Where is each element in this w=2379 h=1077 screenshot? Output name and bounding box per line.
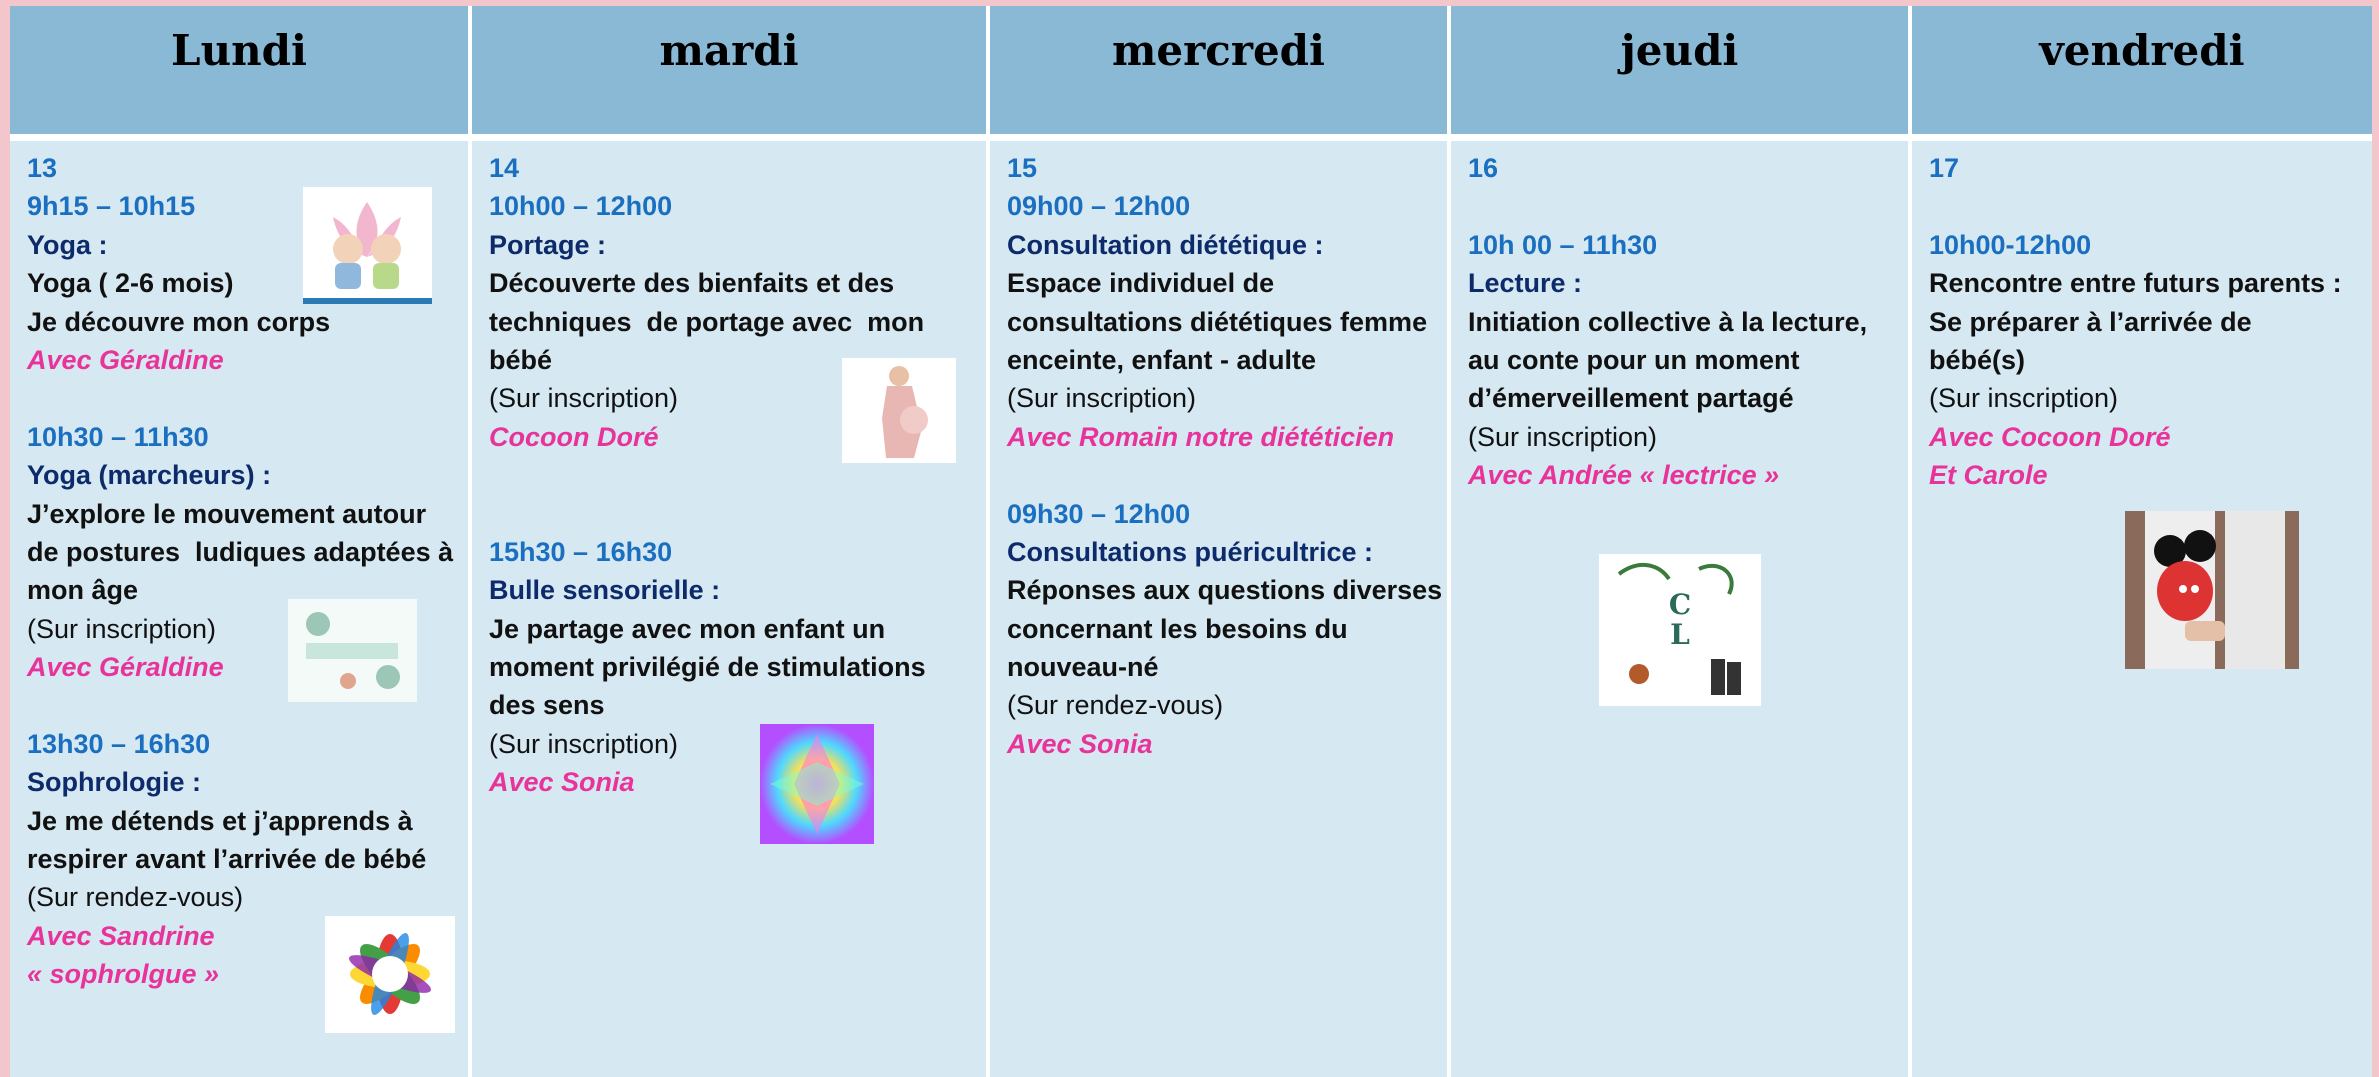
description: J’explore le mouvement autour bbox=[27, 498, 427, 529]
description: Découverte des bienfaits et des bbox=[489, 268, 895, 299]
description: bébé(s) bbox=[1929, 344, 2026, 375]
host: Avec Andrée « lectrice » bbox=[1468, 460, 1780, 491]
kids-yoga-image bbox=[288, 599, 417, 702]
host: Avec Géraldine bbox=[27, 652, 224, 683]
session-title: Consultations puéricultrice : bbox=[1007, 536, 1374, 567]
svg-text:C: C bbox=[1669, 588, 1691, 621]
yoga-image bbox=[303, 187, 432, 304]
host: Cocoon Doré bbox=[489, 421, 659, 452]
session-title: Consultation diététique : bbox=[1007, 229, 1324, 260]
day-name: mercredi bbox=[990, 6, 1447, 134]
description: consultations diététiques femme bbox=[1007, 306, 1428, 337]
session-time: 09h30 – 12h00 bbox=[1007, 498, 1191, 529]
date: 16 bbox=[1468, 153, 1499, 183]
note: (Sur inscription) bbox=[1007, 383, 1197, 414]
session-time: 13h30 – 16h30 bbox=[27, 728, 211, 759]
description: techniques de portage avec mon bbox=[489, 306, 925, 337]
session-time: 9h15 – 10h15 bbox=[27, 191, 196, 222]
host: Avec Romain notre diététicien bbox=[1007, 421, 1395, 452]
note: (Sur inscription) bbox=[489, 728, 679, 759]
description: concernant les besoins du bbox=[1007, 613, 1348, 644]
session-title: Portage : bbox=[489, 229, 607, 260]
svg-text:L: L bbox=[1670, 618, 1690, 651]
description: Réponses aux questions diverses bbox=[1007, 575, 1443, 606]
day-name: jeudi bbox=[1451, 6, 1908, 134]
description: mon âge bbox=[27, 575, 139, 606]
note: (Sur inscription) bbox=[27, 613, 217, 644]
date: 14 bbox=[489, 153, 520, 183]
description: nouveau-né bbox=[1007, 652, 1159, 683]
day-body: 15 09h00 – 12h00 Consultation diététique :… bbox=[990, 141, 1447, 1077]
pregnant-woman-image bbox=[842, 358, 956, 463]
session-title: Yoga (marcheurs) : bbox=[27, 460, 272, 491]
day-column: jeudi 16 10h 00 – 11h30 Lecture : Initiation… bbox=[1451, 6, 1908, 1077]
description: Espace individuel de bbox=[1007, 268, 1275, 299]
host: Et Carole bbox=[1929, 460, 2048, 491]
note: (Sur inscription) bbox=[489, 383, 679, 414]
description: de postures ludiques adaptées à bbox=[27, 536, 454, 567]
session-time: 10h30 – 11h30 bbox=[27, 421, 209, 452]
description: Je me détends et j’apprends à bbox=[27, 805, 413, 836]
parents-image bbox=[2125, 511, 2299, 669]
description: Initiation collective à la lecture, bbox=[1468, 306, 1868, 337]
host: Avec Cocoon Doré bbox=[1929, 421, 2171, 452]
description: moment privilégié de stimulations bbox=[489, 652, 926, 683]
host: « sophrolgue » bbox=[27, 959, 220, 990]
description: bébé bbox=[489, 344, 553, 375]
host: Avec Sandrine bbox=[27, 920, 215, 951]
day-body: 14 10h00 – 12h00 Portage : Découverte des b… bbox=[472, 141, 986, 1077]
session-title: Sophrologie : bbox=[27, 767, 201, 798]
description: Rencontre entre futurs parents : bbox=[1929, 268, 2342, 299]
date: 17 bbox=[1929, 153, 1960, 183]
description: Yoga ( 2-6 mois) bbox=[27, 268, 234, 299]
date: 15 bbox=[1007, 153, 1038, 183]
day-name: mardi bbox=[472, 6, 986, 134]
host: Avec Sonia bbox=[1007, 728, 1153, 759]
description: Se préparer à l’arrivée de bbox=[1929, 306, 2252, 337]
session-time: 09h00 – 12h00 bbox=[1007, 191, 1191, 222]
session-time: 15h30 – 16h30 bbox=[489, 536, 673, 567]
description: d’émerveillement partagé bbox=[1468, 383, 1794, 414]
description: enceinte, enfant - adulte bbox=[1007, 344, 1317, 375]
sensory-image bbox=[760, 724, 874, 844]
session-time: 10h 00 – 11h30 bbox=[1468, 229, 1658, 260]
day-column: mardi 14 10h00 – 12h00 Portage : Découverte … bbox=[472, 6, 986, 1077]
contes-image: CL bbox=[1599, 554, 1761, 706]
description: au conte pour un moment bbox=[1468, 344, 1800, 375]
host: Avec Géraldine bbox=[27, 344, 224, 375]
description: des sens bbox=[489, 690, 605, 721]
session-title: Bulle sensorielle : bbox=[489, 575, 721, 606]
host: Avec Sonia bbox=[489, 767, 635, 798]
day-column: mercredi 15 09h00 – 12h00 Consultation diét… bbox=[990, 6, 1447, 1077]
day-name: vendredi bbox=[1912, 6, 2372, 134]
note: (Sur rendez-vous) bbox=[1007, 690, 1224, 721]
description: respirer avant l’arrivée de bébé bbox=[27, 844, 427, 875]
date: 13 bbox=[27, 153, 58, 183]
session-title: Lecture : bbox=[1468, 268, 1583, 299]
session-title: Yoga : bbox=[27, 229, 108, 260]
day-name: Lundi bbox=[10, 6, 468, 134]
note: (Sur inscription) bbox=[1929, 383, 2119, 414]
description: Je partage avec mon enfant un bbox=[489, 613, 886, 644]
emotions-flower-image bbox=[325, 916, 455, 1033]
session-time: 10h00-12h00 bbox=[1929, 229, 2092, 260]
note: (Sur rendez-vous) bbox=[27, 882, 244, 913]
note: (Sur inscription) bbox=[1468, 421, 1658, 452]
description: Je découvre mon corps bbox=[27, 306, 331, 337]
session-time: 10h00 – 12h00 bbox=[489, 191, 673, 222]
